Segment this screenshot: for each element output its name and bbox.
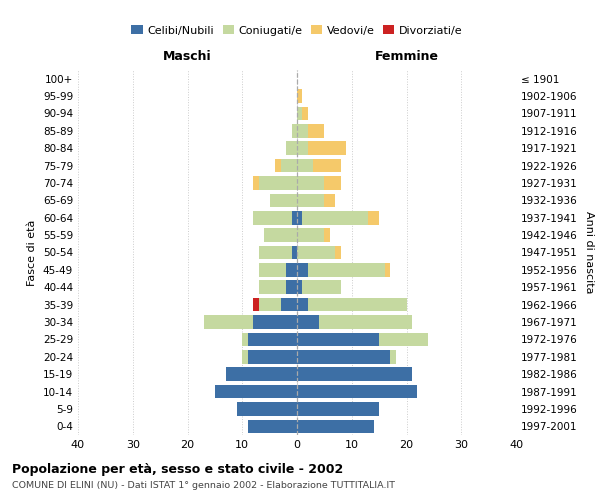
Bar [253, 315, 297, 329]
Bar [390, 350, 395, 364]
Bar [275, 159, 281, 172]
Bar [297, 228, 325, 242]
Text: Femmine: Femmine [374, 50, 439, 62]
Bar [281, 298, 297, 312]
Bar [297, 211, 302, 224]
Bar [248, 350, 297, 364]
Bar [297, 385, 418, 398]
Bar [259, 280, 286, 294]
Bar [302, 211, 368, 224]
Bar [385, 263, 390, 276]
Bar [292, 211, 297, 224]
Bar [335, 246, 341, 260]
Bar [259, 176, 297, 190]
Bar [302, 280, 341, 294]
Bar [297, 420, 374, 433]
Bar [253, 298, 259, 312]
Bar [286, 263, 297, 276]
Bar [204, 315, 253, 329]
Bar [253, 211, 292, 224]
Bar [325, 228, 330, 242]
Bar [302, 106, 308, 120]
Bar [297, 142, 308, 155]
Bar [269, 194, 297, 207]
Text: COMUNE DI ELINI (NU) - Dati ISTAT 1° gennaio 2002 - Elaborazione TUTTITALIA.IT: COMUNE DI ELINI (NU) - Dati ISTAT 1° gen… [12, 481, 395, 490]
Bar [297, 402, 379, 415]
Bar [297, 124, 308, 138]
Bar [264, 228, 297, 242]
Bar [297, 280, 302, 294]
Bar [237, 402, 297, 415]
Bar [297, 106, 302, 120]
Bar [297, 263, 308, 276]
Bar [248, 332, 297, 346]
Bar [297, 246, 335, 260]
Bar [325, 176, 341, 190]
Bar [259, 263, 286, 276]
Bar [286, 280, 297, 294]
Bar [297, 176, 325, 190]
Bar [313, 159, 341, 172]
Bar [259, 246, 292, 260]
Bar [297, 194, 325, 207]
Bar [308, 298, 407, 312]
Bar [297, 298, 308, 312]
Bar [253, 176, 259, 190]
Bar [319, 315, 412, 329]
Bar [242, 332, 248, 346]
Bar [297, 368, 412, 381]
Bar [226, 368, 297, 381]
Bar [248, 420, 297, 433]
Bar [297, 350, 390, 364]
Bar [215, 385, 297, 398]
Legend: Celibi/Nubili, Coniugati/e, Vedovi/e, Divorziati/e: Celibi/Nubili, Coniugati/e, Vedovi/e, Di… [127, 21, 467, 40]
Bar [297, 90, 302, 103]
Bar [242, 350, 248, 364]
Bar [368, 211, 379, 224]
Y-axis label: Fasce di età: Fasce di età [28, 220, 37, 286]
Bar [297, 159, 313, 172]
Bar [379, 332, 428, 346]
Bar [297, 332, 379, 346]
Bar [297, 315, 319, 329]
Text: Popolazione per età, sesso e stato civile - 2002: Popolazione per età, sesso e stato civil… [12, 462, 343, 475]
Bar [281, 159, 297, 172]
Bar [308, 142, 346, 155]
Y-axis label: Anni di nascita: Anni di nascita [584, 211, 594, 294]
Text: Maschi: Maschi [163, 50, 212, 62]
Bar [325, 194, 335, 207]
Bar [292, 246, 297, 260]
Bar [292, 124, 297, 138]
Bar [259, 298, 281, 312]
Bar [308, 124, 325, 138]
Bar [286, 142, 297, 155]
Bar [308, 263, 385, 276]
